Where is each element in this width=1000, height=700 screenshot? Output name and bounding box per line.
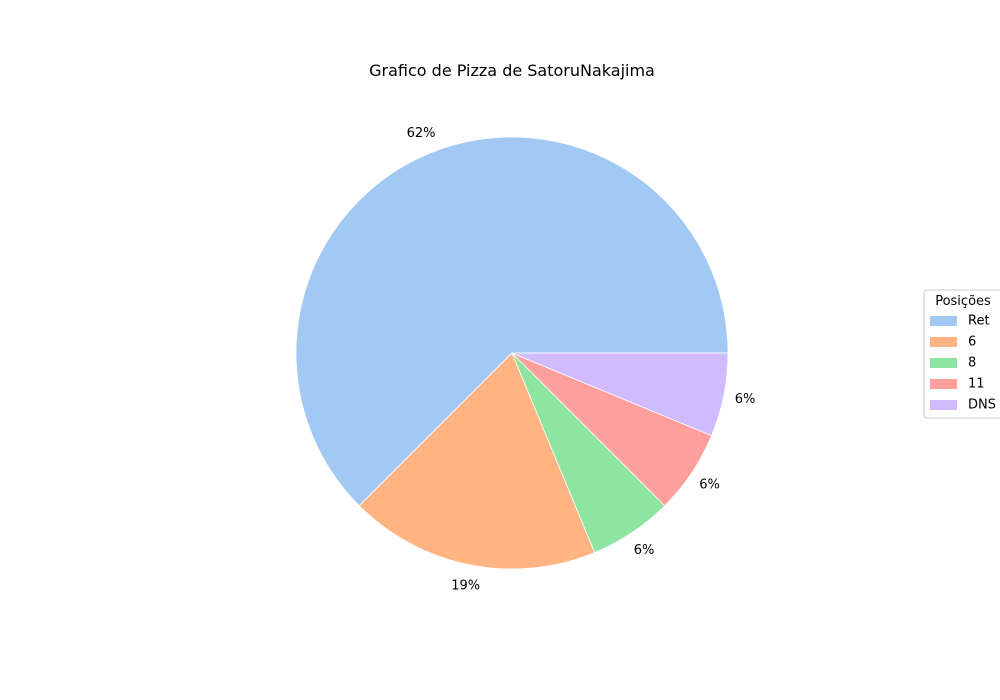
legend-swatch — [930, 316, 957, 326]
pie-percent-label: 62% — [407, 126, 436, 141]
pie-percent-label: 6% — [735, 392, 756, 407]
legend-label: 6 — [968, 335, 976, 350]
pie-slice-6 — [358, 352, 596, 570]
legend: Posições Ret 6 8 11 DNS — [923, 289, 1000, 419]
pie-slice-ret — [295, 136, 729, 507]
pie-percent-label: 6% — [699, 478, 720, 493]
legend-label: 8 — [968, 356, 976, 371]
legend-swatch — [930, 358, 957, 368]
legend-label: 11 — [968, 377, 985, 392]
pie-slice-dns — [511, 352, 729, 437]
legend-label: Ret — [968, 314, 990, 329]
pie-percent-label: 19% — [451, 579, 480, 594]
pie-slices — [295, 136, 729, 570]
legend-swatch — [930, 400, 957, 410]
legend-items: Ret 6 8 11 DNS — [930, 314, 996, 413]
pie-percent-label: 6% — [634, 543, 655, 558]
legend-swatch — [930, 379, 957, 389]
legend-swatch — [930, 337, 957, 347]
legend-title: Posições — [935, 294, 991, 309]
pie-percent-labels: 62% 19% 6% 6% 6% — [407, 126, 756, 594]
chart-title: Grafico de Pizza de SatoruNakajima — [369, 61, 655, 80]
legend-label: DNS — [968, 398, 996, 413]
